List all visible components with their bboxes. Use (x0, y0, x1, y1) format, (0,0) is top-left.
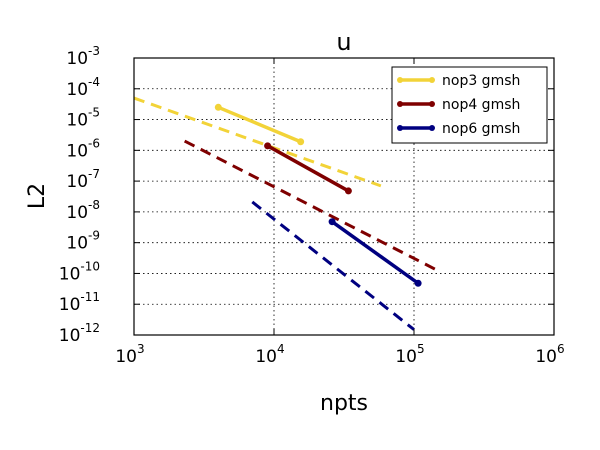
reference-lines (133, 96, 438, 331)
tick-labels: 103 104 105 106 10-12 10-11 10-10 10-9 10-8 10-7 1… (59, 44, 565, 367)
y-tick-label: 10-4 (66, 75, 100, 100)
y-tick-label: 10-7 (66, 167, 100, 192)
y-axis-label: L2 (25, 183, 50, 209)
legend-marker (429, 101, 435, 107)
reference-line (133, 96, 382, 188)
y-tick-label: 10-5 (66, 106, 100, 131)
legend-marker (397, 77, 403, 83)
y-tick-label: 10-11 (59, 290, 100, 315)
y-tick-label: 10-12 (59, 321, 100, 346)
x-axis-label: npts (320, 391, 368, 416)
series-lines (214, 103, 422, 287)
series-line (331, 220, 420, 285)
legend: nop3 gmsh nop4 gmsh nop6 gmsh (391, 66, 548, 144)
y-tick-label: 10-6 (66, 136, 100, 161)
legend-entry-label: nop4 gmsh (442, 97, 520, 113)
y-tick-label: 10-9 (66, 229, 100, 254)
plot-frame (133, 57, 555, 336)
reference-line (183, 139, 438, 272)
data-point (297, 138, 305, 146)
legend-entry-label: nop6 gmsh (442, 121, 520, 137)
series-line (217, 105, 302, 144)
y-tick-label: 10-10 (59, 259, 100, 284)
legend-marker (397, 101, 403, 107)
chart-title: u (336, 28, 351, 56)
legend-marker (397, 125, 403, 131)
x-tick-label: 105 (395, 342, 424, 367)
data-point (214, 103, 222, 111)
x-tick-label: 106 (535, 342, 564, 367)
reference-line (251, 200, 415, 331)
data-point (414, 279, 422, 287)
x-tick-label: 104 (255, 342, 284, 367)
y-tick-label: 10-3 (66, 44, 100, 69)
x-tick-label: 103 (115, 342, 144, 367)
data-point (328, 218, 336, 226)
legend-marker (429, 77, 435, 83)
data-point (344, 187, 352, 195)
data-point (264, 142, 272, 150)
series-line (266, 144, 350, 193)
y-tick-label: 10-8 (66, 198, 100, 223)
ticks (133, 57, 555, 336)
legend-entry-label: nop3 gmsh (442, 73, 520, 89)
legend-marker (429, 125, 435, 131)
